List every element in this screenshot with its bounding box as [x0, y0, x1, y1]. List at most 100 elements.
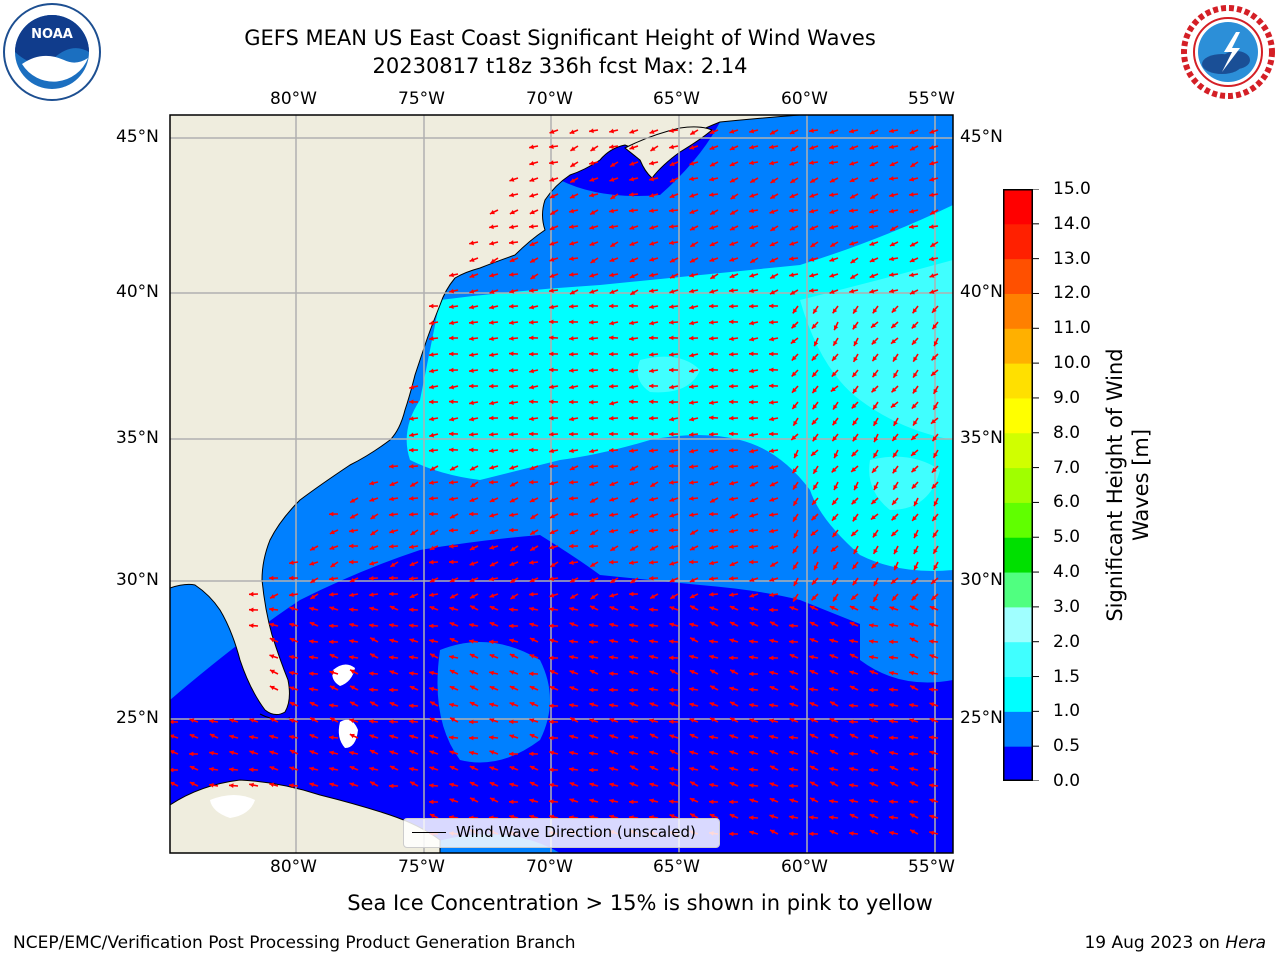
wave-arrow-head — [589, 273, 595, 278]
wave-arrow-head — [489, 782, 495, 787]
wave-arrow-head — [450, 466, 456, 471]
wave-arrow-head — [769, 592, 774, 598]
wave-arrow-head — [910, 685, 916, 690]
wave-arrow-head — [931, 579, 937, 584]
wave-arrow-head — [689, 161, 695, 166]
wave-arrow-head — [689, 145, 695, 150]
wave-arrow-head — [489, 639, 494, 645]
wave-arrow-head — [509, 224, 514, 230]
wave-arrow-head — [911, 579, 917, 584]
wave-arrow-head — [510, 482, 516, 487]
wave-arrow-head — [630, 578, 636, 583]
wave-arrow-head — [749, 303, 754, 309]
wave-arrow-head — [849, 177, 855, 183]
wave-arrow-head — [569, 416, 574, 422]
wave-arrow-head — [929, 192, 934, 198]
wave-arrow-head — [709, 606, 715, 611]
wave-arrow-head — [549, 384, 554, 390]
wave-arrow-head — [510, 594, 516, 599]
wave-arrow-head — [370, 637, 376, 642]
wave-arrow-head — [790, 290, 796, 295]
wave-arrow-head — [409, 593, 415, 599]
wave-arrow-head — [650, 482, 656, 487]
wave-arrow-head — [589, 654, 594, 660]
wave-arrow-head — [629, 622, 634, 628]
wave-arrow-head — [729, 257, 735, 262]
wave-arrow-head — [669, 224, 674, 229]
wave-arrow-head — [590, 498, 596, 503]
wave-arrow-head — [369, 575, 374, 581]
wave-arrow-head — [869, 798, 874, 804]
wave-arrow-head — [350, 514, 356, 519]
wave-arrow-head — [449, 765, 455, 771]
wave-arrow-head — [869, 654, 874, 660]
wave-arrow-head — [709, 782, 714, 788]
nova-scotia-land — [624, 126, 713, 179]
wave-arrow-head — [469, 701, 475, 707]
wave-arrow-head — [469, 545, 475, 551]
wave-arrow-head — [269, 750, 275, 755]
wave-arrow-head — [529, 751, 534, 757]
wave-arrow-head — [669, 513, 675, 518]
wave-arrow-head — [429, 670, 434, 676]
wave-arrow-head — [709, 431, 714, 437]
wave-arrow-head — [909, 272, 914, 278]
wave-arrow-head — [933, 341, 939, 347]
wave-arrow-head — [410, 482, 416, 487]
wave-arrow-head — [429, 432, 435, 438]
wave-arrow-head — [429, 592, 434, 598]
wave-arrow-head — [589, 303, 594, 309]
wave-arrow-head — [289, 783, 294, 788]
wave-arrow-head — [910, 146, 916, 151]
wave-arrow-head — [829, 815, 834, 820]
wave-arrow-head — [669, 544, 675, 550]
wave-arrow-head — [851, 403, 857, 409]
wave-arrow-head — [549, 782, 554, 788]
wave-arrow-head — [710, 274, 716, 279]
wave-arrow-head — [289, 622, 295, 628]
wave-arrow-head — [911, 467, 917, 473]
wave-arrow-head — [649, 687, 654, 692]
wave-arrow-head — [710, 498, 716, 503]
wave-arrow-head — [249, 623, 254, 629]
wave-arrow-head — [389, 765, 395, 771]
lon-label-top-55w: 55°W — [908, 89, 955, 109]
wave-arrow-head — [549, 160, 554, 166]
wave-arrow-head — [369, 623, 374, 628]
wave-arrow-head — [469, 240, 474, 246]
wave-arrow-head — [909, 799, 914, 805]
wave-arrow-head — [449, 384, 455, 390]
wave-arrow-head — [309, 686, 314, 692]
wave-arrow-head — [469, 304, 475, 310]
wave-arrow-head — [569, 303, 574, 309]
wave-arrow-head — [749, 448, 754, 454]
wave-arrow-head — [893, 484, 898, 490]
wave-arrow-head — [789, 639, 794, 645]
wave-arrow-head — [649, 368, 654, 374]
wave-arrow-head — [749, 593, 755, 598]
wave-arrow-head — [729, 750, 735, 755]
map-legend: Wind Wave Direction (unscaled) — [403, 818, 720, 848]
wave-arrow-head — [349, 607, 354, 612]
wave-arrow-head — [891, 339, 896, 344]
colorbar-tick-label: 0.5 — [1053, 736, 1081, 757]
wave-arrow-head — [909, 702, 914, 708]
wave-arrow-head — [429, 495, 434, 501]
colorbar-swatch — [1003, 328, 1033, 364]
colorbar-tick-label: 2.0 — [1053, 631, 1081, 652]
wave-arrow-head — [670, 594, 676, 599]
wave-arrow-head — [449, 735, 454, 740]
wave-arrow-head — [869, 288, 875, 294]
wave-arrow-head — [649, 513, 655, 518]
wave-arrow-head — [909, 622, 915, 628]
wave-arrow-head — [569, 511, 574, 517]
wave-arrow-head — [489, 400, 494, 406]
wave-arrow-head — [449, 367, 454, 373]
wave-arrow-head — [709, 129, 715, 134]
wave-arrow-head — [669, 257, 675, 263]
wave-arrow-head — [329, 623, 334, 629]
wave-arrow-head — [809, 815, 814, 820]
wave-arrow-head — [609, 734, 615, 739]
wave-arrow-head — [449, 527, 454, 533]
